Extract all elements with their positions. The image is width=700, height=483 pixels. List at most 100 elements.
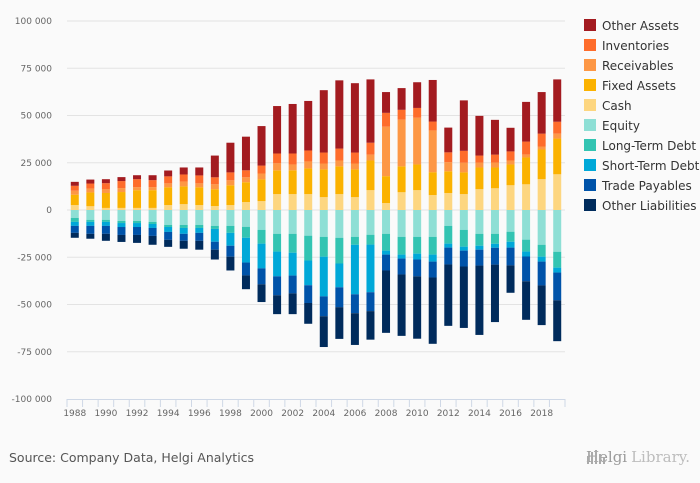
bar-trade-payables-2017[interactable] [522, 256, 531, 282]
bar-equity-2004[interactable] [319, 210, 328, 237]
legend-item-trade-payables[interactable]: Trade Payables [584, 179, 692, 193]
bar-other-liabilities-2008[interactable] [382, 270, 391, 333]
bar-receivables-2006[interactable] [350, 163, 359, 170]
bar-receivables-2003[interactable] [304, 161, 313, 169]
bar-cash-1993[interactable] [148, 207, 157, 210]
legend-item-long-term-debt[interactable]: Long-Term Debt [584, 139, 696, 153]
bar-cash-2019[interactable] [553, 174, 562, 210]
bar-long-term-debt-1993[interactable] [148, 221, 157, 224]
bar-inventories-2013[interactable] [459, 150, 468, 163]
bar-other-assets-1998[interactable] [226, 142, 235, 173]
bar-receivables-2008[interactable] [382, 126, 391, 177]
bar-cash-1992[interactable] [133, 207, 142, 210]
bar-receivables-1997[interactable] [210, 184, 219, 190]
bar-cash-2002[interactable] [288, 194, 297, 210]
bar-inventories-2017[interactable] [522, 141, 531, 155]
bar-long-term-debt-2008[interactable] [382, 233, 391, 251]
bar-trade-payables-2011[interactable] [428, 261, 437, 278]
bar-short-term-debt-1991[interactable] [117, 223, 126, 228]
bar-equity-1989[interactable] [86, 210, 95, 220]
bar-trade-payables-2003[interactable] [304, 285, 313, 303]
bar-cash-2017[interactable] [522, 184, 531, 210]
bar-short-term-debt-2014[interactable] [475, 245, 484, 250]
bar-other-liabilities-1995[interactable] [179, 240, 188, 249]
bar-other-liabilities-2018[interactable] [537, 285, 546, 326]
bar-inventories-1995[interactable] [179, 174, 188, 182]
bar-other-liabilities-2019[interactable] [553, 300, 562, 342]
bar-other-liabilities-2010[interactable] [413, 276, 422, 339]
bar-inventories-1988[interactable] [70, 185, 79, 191]
bar-receivables-2010[interactable] [413, 117, 422, 165]
bar-long-term-debt-1991[interactable] [117, 220, 126, 224]
bar-receivables-2019[interactable] [553, 133, 562, 139]
bar-other-assets-1999[interactable] [241, 136, 250, 171]
bar-receivables-2017[interactable] [522, 154, 531, 158]
bar-short-term-debt-1996[interactable] [195, 227, 204, 233]
bar-other-assets-1992[interactable] [133, 175, 142, 180]
bar-long-term-debt-2012[interactable] [444, 225, 453, 244]
bar-fixed-assets-1993[interactable] [148, 190, 157, 208]
bar-receivables-2007[interactable] [366, 154, 375, 161]
bar-trade-payables-2000[interactable] [257, 268, 266, 285]
bar-long-term-debt-2004[interactable] [319, 236, 328, 257]
bar-long-term-debt-2005[interactable] [335, 237, 344, 264]
bar-other-assets-2015[interactable] [490, 119, 499, 155]
bar-other-liabilities-1996[interactable] [195, 240, 204, 250]
bar-trade-payables-2004[interactable] [319, 296, 328, 317]
bar-cash-1997[interactable] [210, 206, 219, 210]
bar-other-liabilities-1992[interactable] [133, 234, 142, 243]
bar-trade-payables-1988[interactable] [70, 225, 79, 233]
bar-fixed-assets-2001[interactable] [273, 170, 282, 195]
legend-item-other-assets[interactable]: Other Assets [584, 19, 679, 33]
bar-trade-payables-2005[interactable] [335, 287, 344, 308]
bar-other-liabilities-2012[interactable] [444, 264, 453, 326]
bar-fixed-assets-2009[interactable] [397, 166, 406, 193]
bar-fixed-assets-2014[interactable] [475, 167, 484, 190]
legend-item-other-liabilities[interactable]: Other Liabilities [584, 199, 697, 213]
bar-short-term-debt-2011[interactable] [428, 254, 437, 262]
bar-other-liabilities-2003[interactable] [304, 302, 313, 324]
bar-equity-1997[interactable] [210, 210, 219, 226]
bar-cash-2006[interactable] [350, 197, 359, 210]
bar-receivables-1996[interactable] [195, 183, 204, 188]
bar-inventories-2004[interactable] [319, 152, 328, 164]
bar-inventories-1998[interactable] [226, 172, 235, 181]
bar-short-term-debt-2007[interactable] [366, 244, 375, 293]
bar-other-assets-1988[interactable] [70, 181, 79, 186]
bar-short-term-debt-2013[interactable] [459, 246, 468, 251]
bar-inventories-2006[interactable] [350, 152, 359, 164]
bar-other-assets-2005[interactable] [335, 80, 344, 149]
bar-other-assets-1990[interactable] [101, 179, 110, 184]
bar-other-assets-1995[interactable] [179, 167, 188, 175]
bar-other-liabilities-1993[interactable] [148, 235, 157, 245]
bar-fixed-assets-2016[interactable] [506, 164, 515, 186]
bar-equity-2008[interactable] [382, 210, 391, 234]
bar-short-term-debt-2006[interactable] [350, 244, 359, 295]
bar-fixed-assets-1997[interactable] [210, 189, 219, 207]
bar-other-liabilities-1997[interactable] [210, 249, 219, 260]
bar-fixed-assets-1999[interactable] [241, 182, 250, 203]
bar-cash-2008[interactable] [382, 203, 391, 210]
bar-equity-2017[interactable] [522, 210, 531, 240]
bar-fixed-assets-2008[interactable] [382, 176, 391, 204]
bar-trade-payables-1989[interactable] [86, 225, 95, 234]
bar-short-term-debt-1999[interactable] [241, 237, 250, 263]
bar-cash-2013[interactable] [459, 194, 468, 210]
bar-equity-2010[interactable] [413, 210, 422, 237]
bar-long-term-debt-2018[interactable] [537, 244, 546, 257]
bar-cash-2004[interactable] [319, 197, 328, 210]
legend-item-receivables[interactable]: Receivables [584, 59, 674, 73]
bar-inventories-2010[interactable] [413, 107, 422, 118]
bar-equity-1996[interactable] [195, 210, 204, 225]
bar-trade-payables-2018[interactable] [537, 261, 546, 286]
bar-equity-1991[interactable] [117, 210, 126, 221]
bar-fixed-assets-1998[interactable] [226, 185, 235, 206]
bar-other-assets-2001[interactable] [273, 106, 282, 154]
bar-receivables-2015[interactable] [490, 162, 499, 168]
bar-trade-payables-1992[interactable] [133, 227, 142, 235]
bar-trade-payables-1998[interactable] [226, 245, 235, 257]
bar-cash-2007[interactable] [366, 190, 375, 210]
bar-other-liabilities-2011[interactable] [428, 277, 437, 344]
bar-inventories-2014[interactable] [475, 155, 484, 163]
bar-equity-2015[interactable] [490, 210, 499, 234]
